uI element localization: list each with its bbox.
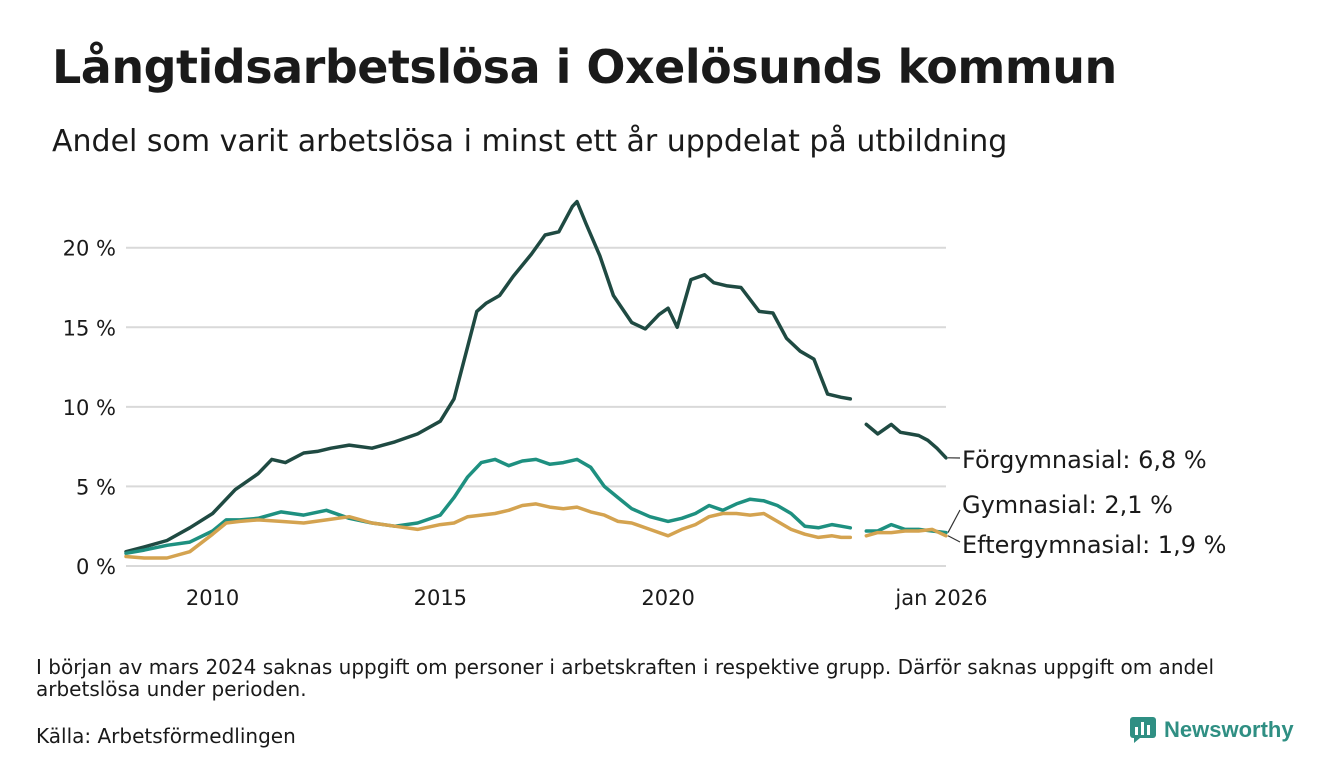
- series-end-label-eftergymnasial: Eftergymnasial: 1,9 %: [962, 531, 1226, 559]
- series-line-forgymnasial: [124, 199, 853, 554]
- x-axis-ticks: 2010 2015 2020 jan 2026: [186, 586, 988, 610]
- brand-name: Newsworthy: [1164, 717, 1294, 742]
- footnote: I början av mars 2024 saknas uppgift om …: [36, 655, 1215, 701]
- series-lines: [124, 199, 948, 560]
- series-line-eftergymnasial: [864, 527, 948, 538]
- series-end-label-gymnasial: Gymnasial: 2,1 %: [962, 491, 1173, 519]
- chart-subtitle: Andel som varit arbetslösa i minst ett å…: [52, 124, 1008, 159]
- y-axis-ticks: 0 % 5 % 10 % 15 % 20 %: [63, 237, 116, 579]
- x-tick-label: 2010: [186, 586, 239, 610]
- line-chart: 0 %5 %10 %15 %20 % 2010 2015 2020 jan 2026 …: [63, 199, 1226, 610]
- chart-title: Långtidsarbetslösa i Oxelösunds kommun: [52, 40, 1117, 94]
- label-connector: [947, 509, 961, 533]
- series-line-gymnasial: [124, 457, 853, 556]
- series-end-labels: Förgymnasial: 6,8 % Gymnasial: 2,1 % Efter…: [947, 446, 1226, 559]
- series-line-eftergymnasial: [124, 502, 853, 560]
- x-tick-label: jan 2026: [894, 586, 987, 610]
- x-tick-label: 2020: [641, 586, 694, 610]
- series-line-forgymnasial: [864, 422, 948, 460]
- source-text: Källa: Arbetsförmedlingen: [36, 724, 296, 748]
- brand-logo: Newsworthy: [1130, 717, 1294, 743]
- y-tick-label: 0 %: [76, 555, 116, 579]
- y-tick-label: 15 %: [63, 316, 116, 340]
- y-tick-label: 20 %: [63, 237, 116, 261]
- x-tick-label: 2015: [414, 586, 467, 610]
- bar-chart-icon: [1130, 717, 1156, 743]
- series-end-label-forgymnasial: Förgymnasial: 6,8 %: [962, 446, 1207, 474]
- label-connector: [947, 535, 961, 543]
- y-tick-label: 5 %: [76, 475, 116, 499]
- y-tick-label: 10 %: [63, 396, 116, 420]
